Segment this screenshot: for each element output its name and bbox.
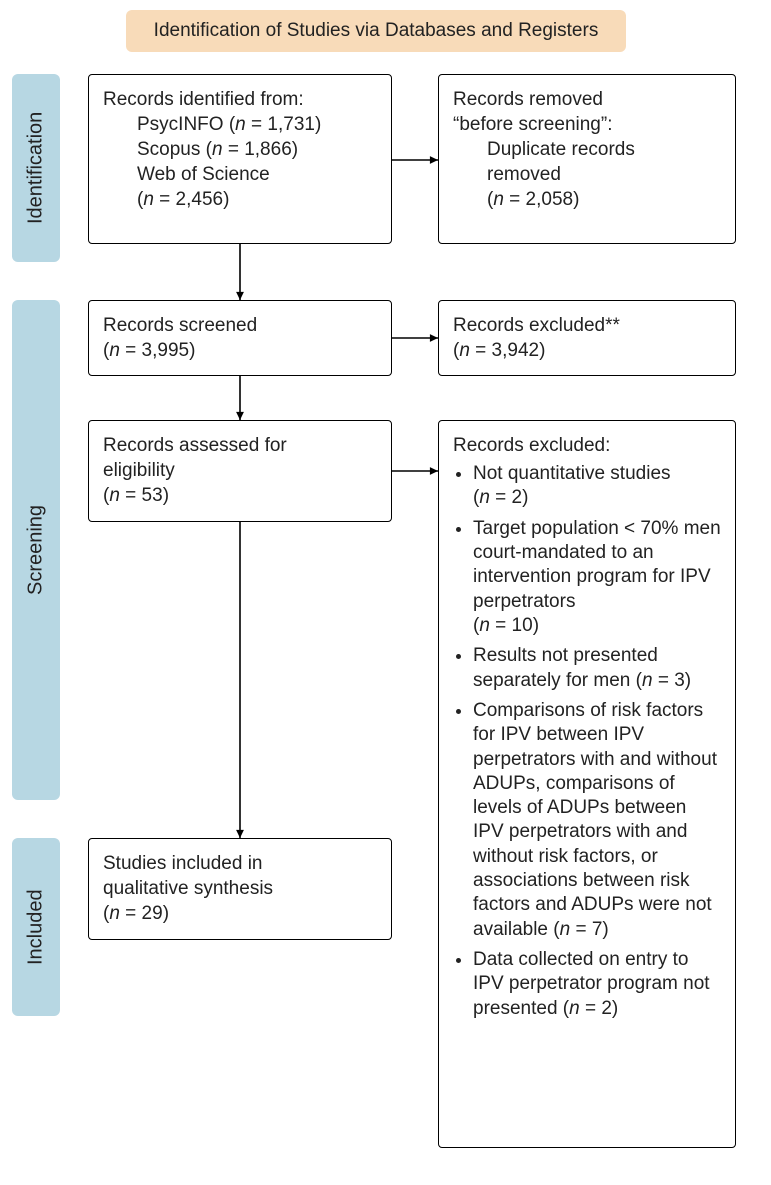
box-records-removed: Records removed“before screening”:Duplic… (438, 74, 736, 244)
title-banner: Identification of Studies via Databases … (126, 10, 626, 52)
box-records-eligibility-line2: eligibility (103, 458, 377, 483)
box-records-eligibility: Records assessed foreligibility(n = 53) (88, 420, 392, 522)
box-records-screened-n: (n = 3,995) (103, 338, 377, 363)
box-records-excluded-screen-line1: Records excluded** (453, 313, 721, 338)
excluded-reason-2: Target population < 70% men court-mandat… (473, 517, 721, 639)
identified-psycinfo: PsycINFO (n = 1,731) (103, 112, 377, 137)
box-studies-included: Studies included inqualitative synthesis… (88, 838, 392, 940)
box-records-eligibility-line1: Records assessed for (103, 433, 377, 458)
identified-heading: Records identified from: (103, 87, 377, 112)
excluded-elig-list: Not quantitative studies(n = 2) Target po… (453, 462, 721, 1021)
box-records-identified: Records identified from:PsycINFO (n = 1,… (88, 74, 392, 244)
phase-label-identification: Identification (12, 74, 60, 262)
identified-wos-n: (n = 2,456) (103, 187, 377, 212)
phase-label-included: Included (12, 838, 60, 1016)
box-records-screened: Records screened(n = 3,995) (88, 300, 392, 376)
removed-line4: removed (453, 162, 721, 187)
identified-scopus: Scopus (n = 1,866) (103, 137, 377, 162)
excluded-reason-4: Comparisons of risk factors for IPV betw… (473, 699, 721, 942)
box-studies-included-n: (n = 29) (103, 901, 377, 926)
box-records-excluded-screen: Records excluded**(n = 3,942) (438, 300, 736, 376)
box-records-excluded-screen-n: (n = 3,942) (453, 338, 721, 363)
excluded-reason-5: Data collected on entry to IPV perpetrat… (473, 948, 721, 1021)
excluded-reason-1: Not quantitative studies(n = 2) (473, 462, 721, 511)
box-records-screened-line1: Records screened (103, 313, 377, 338)
removed-line2: “before screening”: (453, 112, 721, 137)
removed-line1: Records removed (453, 87, 721, 112)
box-records-excluded-eligibility: Records excluded: Not quantitative studie… (438, 420, 736, 1148)
excluded-reason-3: Results not presented separately for men… (473, 644, 721, 693)
removed-n: (n = 2,058) (453, 187, 721, 212)
box-studies-included-line2: qualitative synthesis (103, 876, 377, 901)
phase-label-screening: Screening (12, 300, 60, 800)
box-studies-included-line1: Studies included in (103, 851, 377, 876)
identified-wos-label: Web of Science (103, 162, 377, 187)
box-records-eligibility-n: (n = 53) (103, 483, 377, 508)
removed-line3: Duplicate records (453, 137, 721, 162)
excluded-elig-heading: Records excluded: (453, 433, 721, 458)
